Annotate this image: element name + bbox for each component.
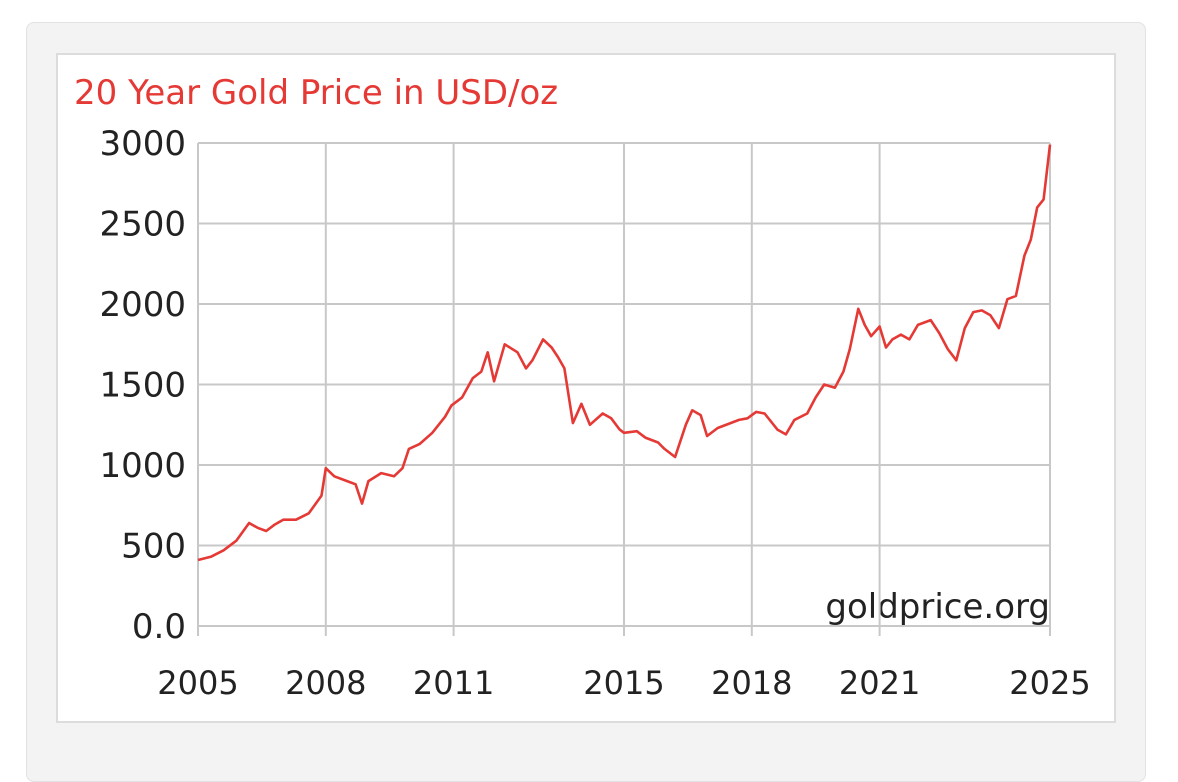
x-tick-label: 2005 bbox=[157, 664, 238, 702]
gold-price-series-line bbox=[197, 144, 1052, 562]
y-tick-label: 1000 bbox=[99, 446, 186, 486]
y-tick-label: 2000 bbox=[99, 285, 186, 325]
y-tick-label: 0.0 bbox=[132, 607, 186, 647]
x-axis-ticks: 2005 2008 2011 2015 2018 2021 2025 bbox=[157, 664, 1090, 702]
y-axis-ticks: 0.0 500 1000 1500 2000 2500 3000 bbox=[99, 124, 186, 647]
gold-price-chart: 20 Year Gold Price in USD/oz goldprice.o… bbox=[74, 73, 1091, 702]
watermark-text: goldprice.org bbox=[825, 587, 1050, 627]
series-layer bbox=[197, 144, 1052, 562]
x-tick-label: 2011 bbox=[413, 664, 494, 702]
grid-layer bbox=[197, 142, 1051, 636]
y-tick-label: 1500 bbox=[99, 366, 186, 406]
y-tick-label: 2500 bbox=[99, 205, 186, 245]
y-tick-label: 3000 bbox=[99, 124, 186, 164]
x-tick-label: 2018 bbox=[711, 664, 792, 702]
x-tick-label: 2008 bbox=[285, 664, 366, 702]
chart-title: 20 Year Gold Price in USD/oz bbox=[74, 73, 558, 113]
x-tick-label: 2021 bbox=[839, 664, 920, 702]
x-tick-label: 2015 bbox=[583, 664, 664, 702]
chart-card bbox=[56, 53, 1116, 723]
y-tick-label: 500 bbox=[121, 527, 186, 567]
x-tick-label: 2025 bbox=[1009, 664, 1090, 702]
